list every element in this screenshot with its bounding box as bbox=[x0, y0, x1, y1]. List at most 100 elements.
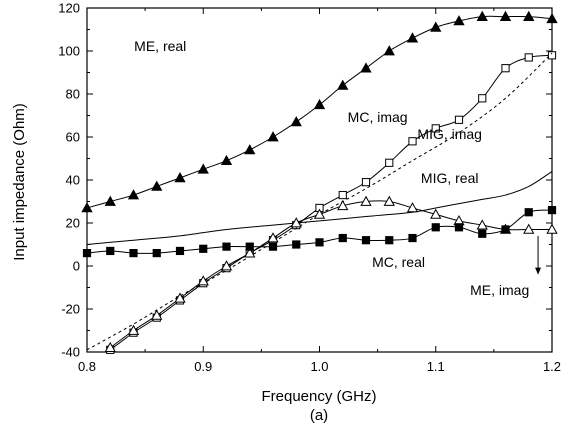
data-point-mc-real bbox=[175, 246, 185, 256]
y-axis: -40 -20 0 20 40 60 80 100 120 bbox=[58, 1, 552, 360]
y-tick-label: 40 bbox=[66, 173, 80, 188]
data-point-mc-imag bbox=[408, 137, 417, 146]
series-line-mig-imag bbox=[86, 52, 553, 351]
data-point-mc-real bbox=[524, 208, 533, 217]
data-point-mc-real bbox=[245, 242, 254, 251]
data-point-mc-imag bbox=[547, 51, 557, 60]
data-point-me-real bbox=[430, 21, 442, 32]
annotation-me-real: ME, real bbox=[134, 38, 186, 54]
data-point-me-real bbox=[174, 172, 186, 183]
data-point-me-real bbox=[523, 10, 535, 21]
data-point-me-imag bbox=[337, 199, 349, 211]
annotation-mc-real: MC, real bbox=[372, 254, 425, 270]
data-point-me-real bbox=[453, 15, 465, 26]
data-point-me-imag bbox=[523, 223, 535, 234]
y-tick-label: 120 bbox=[58, 1, 80, 16]
data-point-mc-real bbox=[292, 240, 301, 249]
data-point-mc-real bbox=[129, 249, 138, 258]
data-point-mc-imag bbox=[454, 115, 464, 124]
annotation-mig-imag: MIG, imag bbox=[417, 126, 482, 142]
data-point-me-imag bbox=[360, 195, 372, 206]
data-point-me-imag bbox=[546, 223, 558, 234]
data-point-me-real bbox=[499, 10, 512, 21]
data-point-mc-real bbox=[361, 236, 371, 245]
y-tick-label: 0 bbox=[73, 259, 80, 274]
data-point-me-imag bbox=[476, 219, 488, 230]
annotation-mc-imag: MC, imag bbox=[348, 109, 408, 125]
data-point-me-real bbox=[127, 189, 140, 200]
data-point-mc-imag bbox=[361, 178, 371, 187]
data-point-mc-imag bbox=[338, 190, 347, 200]
data-point-mc-real bbox=[222, 242, 231, 251]
x-tick-label: 1.0 bbox=[310, 359, 328, 374]
data-point-me-imag bbox=[430, 208, 442, 219]
data-point-mc-real bbox=[106, 246, 115, 256]
data-point-me-imag bbox=[127, 324, 140, 335]
data-point-me-real bbox=[383, 45, 395, 56]
y-tick-label: 100 bbox=[58, 44, 80, 59]
data-point-mc-real bbox=[152, 249, 161, 258]
data-point-me-real bbox=[151, 180, 163, 191]
data-point-me-real bbox=[290, 116, 302, 127]
data-point-mc-real bbox=[454, 223, 464, 232]
x-tick-label: 1.2 bbox=[543, 359, 561, 374]
data-point-mc-real bbox=[385, 236, 394, 245]
data-point-me-imag bbox=[220, 260, 233, 271]
annotation-arrow-head bbox=[535, 267, 542, 275]
x-axis-title: Frequency (GHz) bbox=[261, 388, 376, 405]
plot-area bbox=[86, 7, 553, 353]
figure-caption: (a) bbox=[310, 407, 328, 424]
data-point-mc-real bbox=[501, 225, 510, 234]
data-point-me-real bbox=[267, 131, 279, 142]
annotation-mig-real: MIG, real bbox=[421, 170, 479, 186]
series-layer bbox=[81, 10, 558, 354]
data-point-me-imag bbox=[197, 275, 209, 286]
data-point-mc-real bbox=[408, 233, 417, 243]
data-point-me-imag bbox=[406, 202, 419, 213]
data-point-me-real bbox=[406, 32, 419, 43]
x-axis: 0.8 0.9 1.0 1.1 1.2 bbox=[78, 8, 561, 374]
data-point-mc-real bbox=[315, 238, 324, 247]
data-point-mc-real bbox=[478, 229, 487, 238]
y-tick-label: 80 bbox=[66, 87, 80, 102]
series-line-mig-real bbox=[86, 170, 553, 245]
y-tick-label: -20 bbox=[61, 302, 80, 317]
data-point-me-real bbox=[313, 98, 326, 110]
x-tick-label: 1.1 bbox=[427, 359, 445, 374]
data-point-mc-real bbox=[82, 249, 92, 258]
data-point-me-real bbox=[476, 10, 488, 21]
data-point-mc-imag bbox=[478, 94, 487, 103]
data-point-mc-real bbox=[338, 233, 347, 243]
data-point-me-real bbox=[197, 163, 209, 174]
data-point-me-imag bbox=[383, 195, 395, 206]
data-point-me-real bbox=[546, 12, 558, 24]
data-point-me-real bbox=[360, 62, 372, 73]
annotation-layer: ME, real MC, imag MIG, imag MIG, real MC, re… bbox=[134, 38, 542, 298]
x-tick-label: 0.9 bbox=[194, 359, 212, 374]
data-point-me-real bbox=[81, 202, 93, 213]
y-tick-label: 20 bbox=[66, 216, 80, 231]
y-axis-title: Input impedance (Ohm) bbox=[11, 103, 28, 261]
data-point-me-real bbox=[104, 195, 116, 206]
data-point-mc-real bbox=[431, 223, 440, 232]
data-point-mc-imag bbox=[524, 53, 533, 62]
data-point-me-imag bbox=[151, 309, 163, 320]
data-point-mc-real bbox=[268, 242, 278, 251]
series-line-me-imag bbox=[109, 200, 552, 349]
data-point-mc-imag bbox=[501, 64, 510, 73]
data-point-me-imag bbox=[104, 341, 116, 353]
x-tick-label: 0.8 bbox=[78, 359, 96, 374]
data-point-me-real bbox=[244, 144, 256, 155]
data-point-me-imag bbox=[313, 208, 326, 219]
data-point-mc-imag bbox=[431, 124, 440, 133]
data-point-mc-real bbox=[199, 244, 208, 253]
y-tick-label: -40 bbox=[61, 345, 80, 360]
data-point-me-imag bbox=[290, 217, 302, 228]
data-point-mc-imag bbox=[385, 158, 394, 167]
data-point-mc-real bbox=[547, 206, 557, 215]
data-point-me-imag bbox=[174, 292, 186, 303]
annotation-me-imag: ME, imag bbox=[470, 282, 529, 298]
data-point-me-real bbox=[220, 154, 233, 165]
data-point-me-imag bbox=[267, 232, 279, 243]
